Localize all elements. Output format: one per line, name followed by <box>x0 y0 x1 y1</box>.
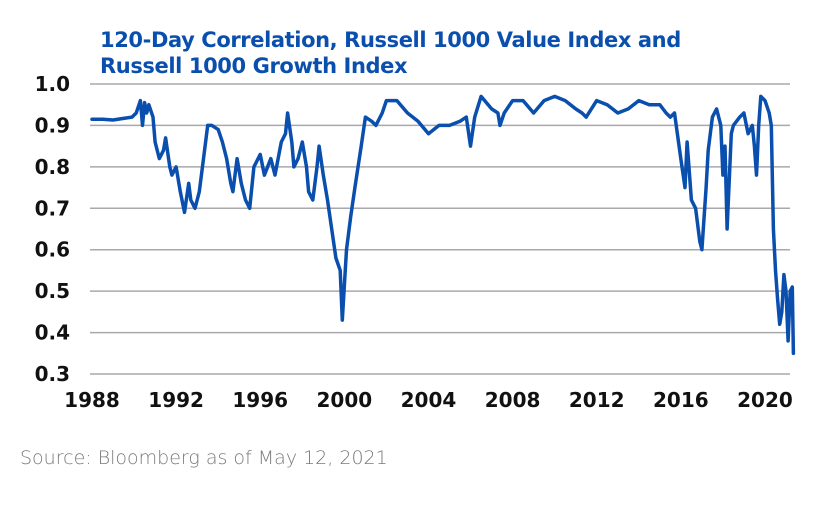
y-tick-label: 1.0 <box>35 72 70 96</box>
x-axis: 1988 1992 1996 2000 2004 2008 2012 2016 2020 <box>64 388 793 412</box>
series-line-correlation <box>90 94 796 356</box>
y-tick-label: 0.5 <box>35 279 70 303</box>
x-tick-label: 2012 <box>569 388 625 412</box>
chart-title-line-1: 120-Day Correlation, Russell 1000 Value … <box>100 28 681 52</box>
chart-title: 120-Day Correlation, Russell 1000 Value … <box>100 27 800 79</box>
y-tick-label: 0.7 <box>35 196 70 220</box>
gridlines <box>90 83 790 375</box>
y-tick-label: 0.6 <box>35 238 70 262</box>
x-tick-label: 2000 <box>317 388 373 412</box>
x-tick-label: 2020 <box>737 388 793 412</box>
source-note: Source: Bloomberg as of May 12, 2021 <box>20 447 388 469</box>
y-tick-label: 0.3 <box>35 362 70 386</box>
y-tick-label: 0.9 <box>35 113 70 137</box>
x-tick-label: 1992 <box>148 388 204 412</box>
x-tick-label: 2004 <box>401 388 457 412</box>
y-tick-label: 0.4 <box>35 321 70 345</box>
x-tick-label: 2016 <box>653 388 709 412</box>
y-axis: 1.0 0.9 0.8 0.7 0.6 0.5 0.4 0.3 <box>35 72 70 386</box>
chart-title-line-2: Russell 1000 Growth Index <box>100 54 408 78</box>
x-tick-label: 1996 <box>232 388 288 412</box>
series-group <box>90 94 796 356</box>
line-chart: 1.0 0.9 0.8 0.7 0.6 0.5 0.4 0.3 1988 1992 1996 200… <box>35 72 796 412</box>
x-tick-label: 1988 <box>64 388 120 412</box>
y-tick-label: 0.8 <box>35 155 70 179</box>
x-tick-label: 2008 <box>485 388 541 412</box>
